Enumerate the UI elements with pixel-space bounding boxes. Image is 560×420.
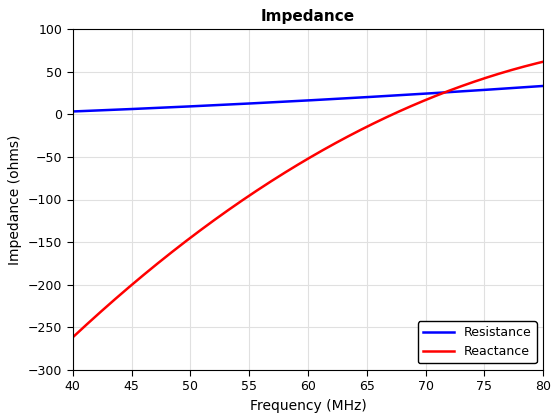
Reactance xyxy=(348,132,354,137)
Reactance xyxy=(466,81,473,86)
Resistance xyxy=(357,95,364,100)
Resistance xyxy=(71,109,78,114)
Resistance xyxy=(349,95,356,100)
Reactance xyxy=(71,333,78,339)
Resistance xyxy=(466,88,473,93)
Resistance xyxy=(540,84,547,89)
Reactance xyxy=(540,59,547,64)
Title: Impedance: Impedance xyxy=(261,9,355,24)
Y-axis label: Impedance (ohms): Impedance (ohms) xyxy=(8,134,22,265)
Legend: Resistance, Reactance: Resistance, Reactance xyxy=(418,321,537,363)
Resistance xyxy=(496,87,502,92)
Reactance xyxy=(349,131,356,136)
Reactance xyxy=(69,335,76,340)
Resistance xyxy=(69,109,76,114)
Reactance xyxy=(357,127,364,132)
Line: Resistance: Resistance xyxy=(73,86,543,111)
Line: Reactance: Reactance xyxy=(73,62,543,337)
Resistance xyxy=(348,95,354,100)
X-axis label: Frequency (MHz): Frequency (MHz) xyxy=(250,399,366,412)
Reactance xyxy=(496,71,502,76)
